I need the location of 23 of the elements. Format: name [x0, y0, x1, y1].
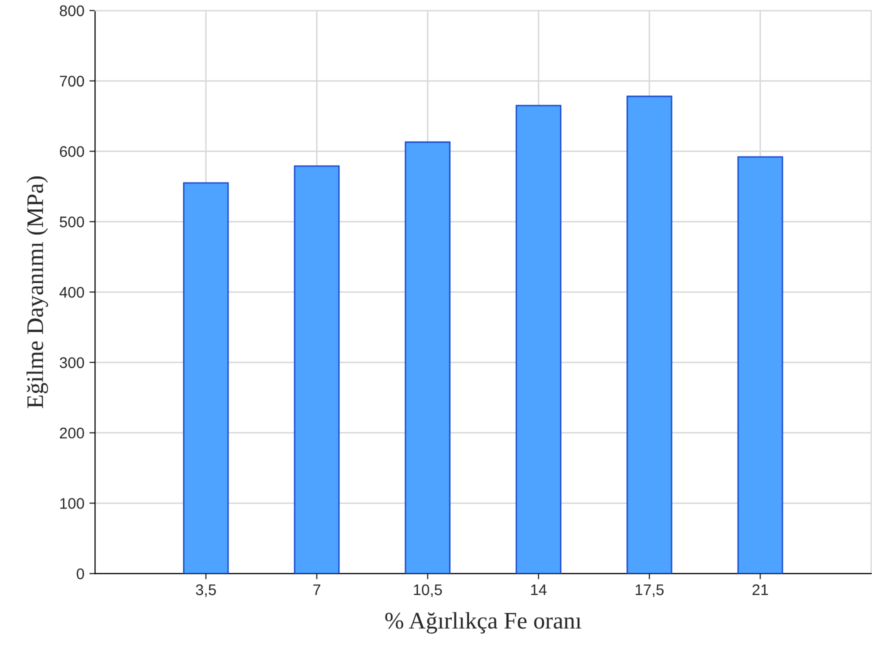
y-tick-label: 400	[59, 286, 84, 298]
bar	[516, 104, 562, 574]
x-tick-label: 21	[752, 584, 768, 596]
y-tick-label: 700	[60, 76, 84, 87]
y-tick-label: 300	[60, 357, 84, 368]
y-tick-label: 500	[60, 216, 84, 228]
y-tick-label: 600	[60, 146, 84, 157]
y-tick-label: 200	[60, 428, 84, 438]
x-tick-label: 17,5	[636, 584, 664, 598]
bar	[294, 165, 340, 574]
x-tick-label: 14	[531, 584, 547, 596]
x-tick-label: 7	[313, 584, 320, 596]
y-tick-label: 0	[76, 568, 84, 580]
x-axis-title: % Ağırlıkça Fe oranı	[385, 612, 582, 634]
y-tick-label: 100	[60, 498, 84, 509]
bar	[626, 96, 672, 574]
x-tick-label: 10,5	[414, 584, 442, 598]
x-tick-label: 3,5	[196, 584, 216, 598]
bar	[404, 141, 451, 574]
bar	[183, 182, 229, 574]
y-tick-label: 800	[60, 5, 84, 16]
y-axis-title: Eğilme Dayanımı (MPa)	[26, 176, 48, 408]
bar	[737, 156, 784, 574]
